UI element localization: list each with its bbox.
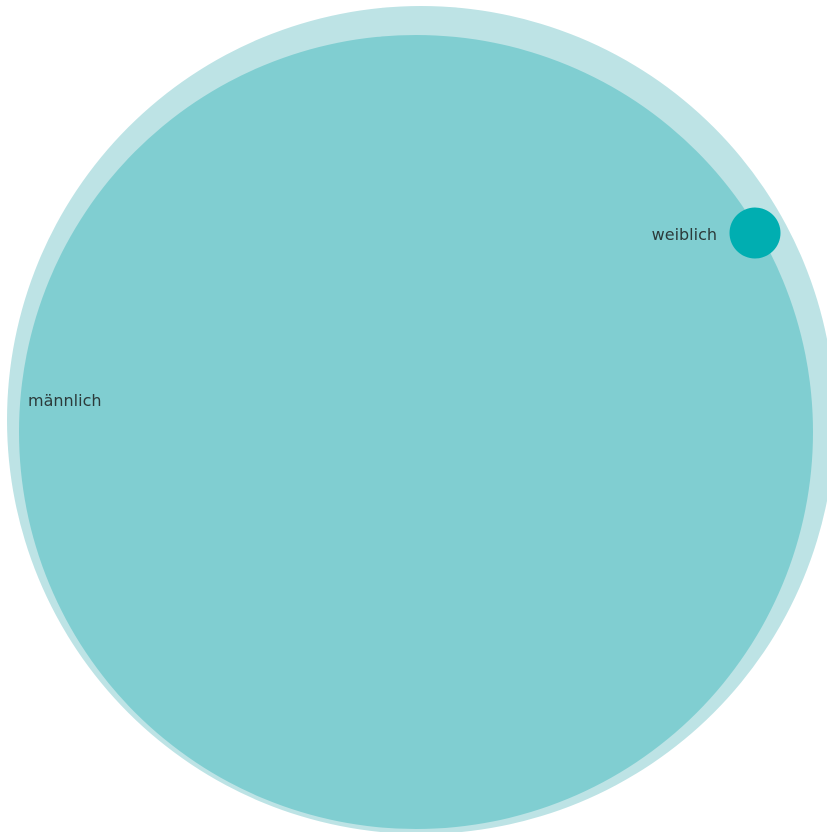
bubble-weiblich[interactable] [729,207,781,259]
bubble-maennlich[interactable] [19,35,813,829]
label-weiblich: weiblich [652,225,717,244]
label-maennlich: männlich [28,391,102,410]
